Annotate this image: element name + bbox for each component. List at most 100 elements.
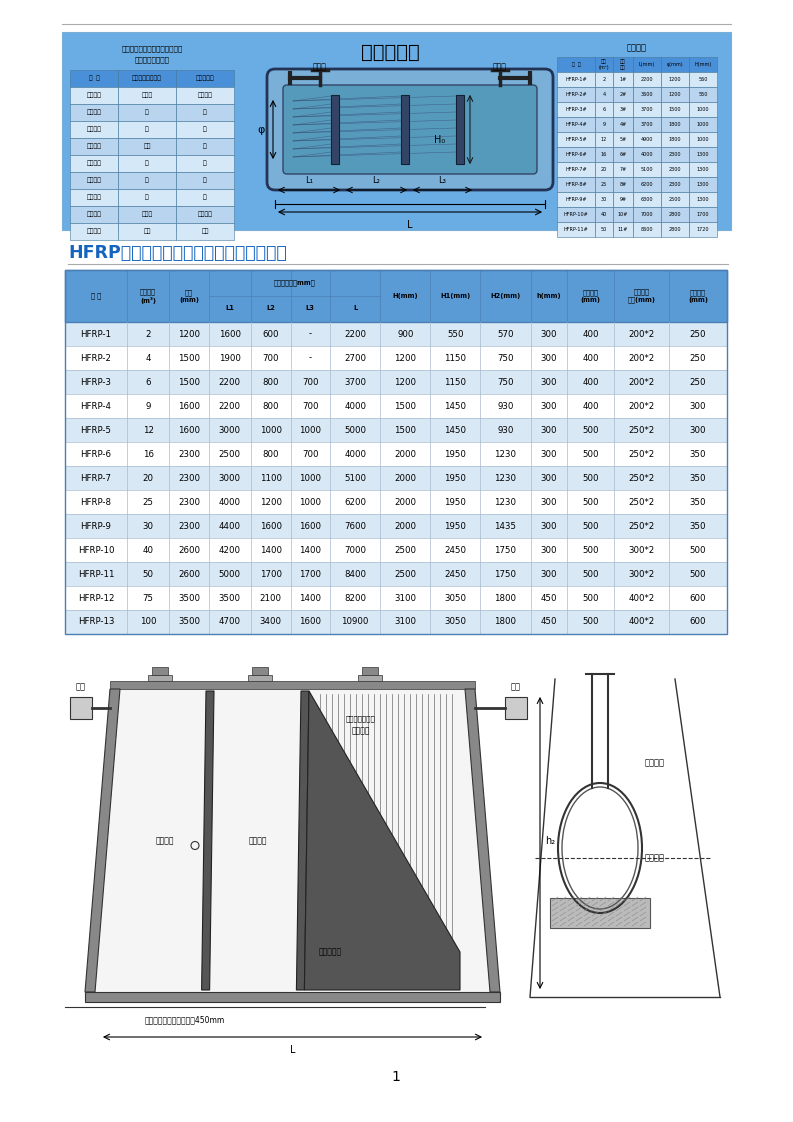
Text: 2000: 2000: [394, 473, 416, 482]
Bar: [118, 104, 176, 121]
Bar: [557, 192, 595, 206]
Text: 4: 4: [145, 353, 151, 362]
Text: 整体造价: 整体造价: [86, 160, 102, 166]
Text: φ(mm): φ(mm): [667, 62, 684, 67]
Text: 300: 300: [541, 330, 557, 339]
Bar: [633, 117, 661, 132]
Text: 250*2: 250*2: [628, 497, 654, 506]
Text: 是否防滸: 是否防滸: [86, 93, 102, 99]
Text: 7000: 7000: [344, 545, 366, 554]
Text: 400*2: 400*2: [628, 617, 654, 626]
Text: HFRP-6#: HFRP-6#: [565, 151, 587, 157]
Bar: [65, 539, 727, 562]
Bar: [176, 70, 234, 88]
Text: 差: 差: [203, 195, 207, 201]
Text: 3500: 3500: [178, 617, 200, 626]
Text: 1500: 1500: [178, 353, 200, 362]
Text: 3000: 3000: [219, 473, 241, 482]
Text: 750: 750: [497, 353, 514, 362]
Polygon shape: [456, 95, 464, 164]
Text: 4400: 4400: [219, 522, 241, 531]
Text: 4: 4: [603, 92, 606, 96]
Text: 900: 900: [397, 330, 413, 339]
Polygon shape: [85, 992, 500, 1002]
Text: 1950: 1950: [444, 522, 466, 531]
Text: HFRP-4: HFRP-4: [81, 402, 112, 411]
Text: 2450: 2450: [444, 570, 466, 579]
Text: 750: 750: [497, 377, 514, 386]
Polygon shape: [358, 675, 382, 681]
Text: 1950: 1950: [444, 450, 466, 459]
Text: 1000: 1000: [299, 497, 321, 506]
Text: 产品型号: 产品型号: [627, 43, 647, 52]
Text: 20: 20: [143, 473, 154, 482]
Text: HFRP-1: HFRP-1: [81, 330, 112, 339]
Text: 3500: 3500: [219, 594, 241, 603]
Text: 1#: 1#: [619, 77, 626, 82]
Text: 30: 30: [601, 197, 607, 202]
Polygon shape: [110, 681, 475, 689]
Text: 渗漏严重: 渗漏严重: [197, 93, 213, 99]
Text: 3000: 3000: [219, 425, 241, 434]
Polygon shape: [401, 95, 409, 164]
Text: HFRP-7#: HFRP-7#: [565, 167, 587, 172]
Text: 3050: 3050: [444, 594, 466, 603]
Text: 500: 500: [582, 594, 599, 603]
Text: 1150: 1150: [444, 377, 466, 386]
Text: 600: 600: [690, 617, 707, 626]
Text: 1720: 1720: [697, 227, 709, 232]
Text: 5000: 5000: [344, 425, 366, 434]
Text: 1800: 1800: [668, 137, 681, 142]
Bar: [661, 222, 689, 237]
Text: 100: 100: [140, 617, 156, 626]
Text: 300: 300: [541, 570, 557, 579]
Text: 1400: 1400: [299, 545, 321, 554]
Text: L(mm): L(mm): [639, 62, 655, 67]
Text: 800: 800: [262, 402, 279, 411]
Text: H(mm): H(mm): [695, 62, 711, 67]
Text: 500: 500: [582, 570, 599, 579]
Bar: [661, 206, 689, 222]
Text: 2700: 2700: [344, 353, 366, 362]
Text: 350: 350: [690, 522, 707, 531]
Bar: [661, 88, 689, 102]
Text: 2800: 2800: [668, 212, 681, 217]
Text: 560: 560: [699, 77, 707, 82]
Bar: [613, 88, 633, 102]
Text: 进水管: 进水管: [493, 62, 507, 71]
Bar: [689, 162, 717, 177]
Text: 1000: 1000: [697, 137, 709, 142]
Bar: [557, 102, 595, 117]
Bar: [595, 147, 613, 162]
Polygon shape: [95, 689, 490, 992]
Text: 定期维修: 定期维修: [197, 212, 213, 218]
Bar: [176, 155, 234, 172]
Text: 9: 9: [145, 402, 151, 411]
Text: 2000: 2000: [394, 450, 416, 459]
Bar: [633, 132, 661, 147]
Text: 10900: 10900: [342, 617, 369, 626]
Text: 1700: 1700: [299, 570, 321, 579]
Text: 300: 300: [541, 377, 557, 386]
Text: 1800: 1800: [495, 594, 516, 603]
Text: 出水: 出水: [511, 682, 521, 691]
Text: 4900: 4900: [641, 137, 653, 142]
Bar: [613, 192, 633, 206]
Bar: [633, 206, 661, 222]
Bar: [118, 172, 176, 188]
Text: 2450: 2450: [444, 545, 466, 554]
Text: 11#: 11#: [618, 227, 628, 232]
Bar: [613, 222, 633, 237]
Text: HFRP-2: HFRP-2: [81, 353, 112, 362]
Text: 低: 低: [203, 177, 207, 183]
Text: 1700: 1700: [260, 570, 282, 579]
Text: 500: 500: [582, 425, 599, 434]
Text: 泛水环流槽: 泛水环流槽: [319, 947, 342, 956]
Text: 1500: 1500: [394, 425, 416, 434]
Text: HFRP-7: HFRP-7: [81, 473, 112, 482]
Bar: [689, 57, 717, 72]
Text: HFRP-3#: HFRP-3#: [565, 107, 587, 112]
Text: 处理水质: 处理水质: [86, 195, 102, 201]
Text: 2600: 2600: [178, 545, 200, 554]
Bar: [118, 88, 176, 104]
